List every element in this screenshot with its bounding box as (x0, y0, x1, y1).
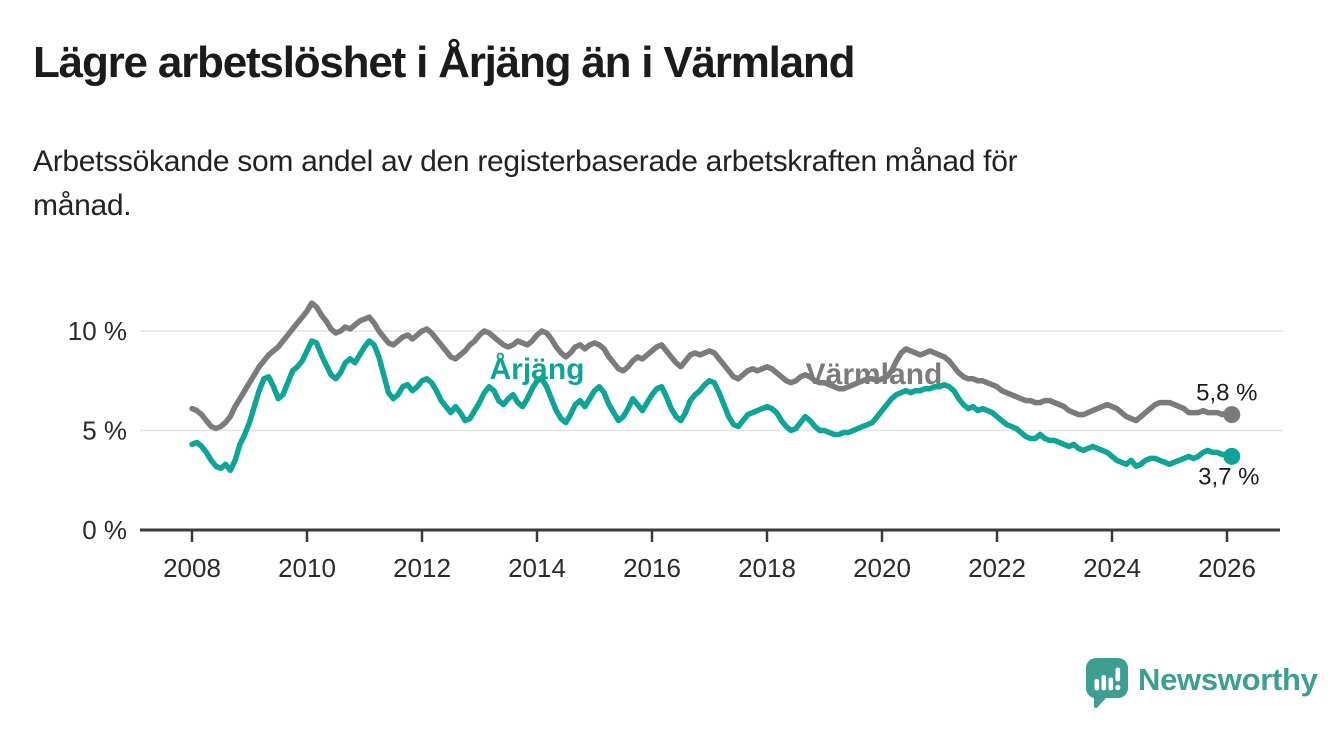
x-axis-tick-label: 2014 (508, 553, 566, 583)
x-axis-tick-label: 2012 (393, 553, 451, 583)
x-axis-tick-label: 2008 (163, 553, 221, 583)
x-axis-tick-label: 2026 (1198, 553, 1256, 583)
x-axis-tick-label: 2010 (278, 553, 336, 583)
x-axis-tick-label: 2018 (738, 553, 796, 583)
series-end-value-label-arjang: 3,7 % (1198, 463, 1259, 490)
x-axis-tick-label: 2016 (623, 553, 681, 583)
x-axis-tick-label: 2022 (968, 553, 1026, 583)
series-end-dot-varmland (1223, 406, 1241, 424)
x-axis-tick-label: 2024 (1083, 553, 1141, 583)
chart-subtitle-line-1: Arbetssökande som andel av den registerb… (33, 145, 1018, 178)
chart-subtitle-line-2: månad. (33, 189, 132, 222)
newsworthy-logo-text: Newsworthy (1138, 662, 1318, 697)
series-line-arjang (189, 338, 1235, 474)
series-end-value-label-varmland: 5,8 % (1196, 380, 1257, 407)
series-end-dot-arjang (1223, 447, 1241, 465)
series-label-varmland: Värmland (806, 358, 943, 391)
y-axis-tick-label: 10 % (68, 316, 127, 346)
chart-subtitle: Arbetssökande som andel av den registerb… (33, 140, 1018, 228)
y-axis-tick-label: 5 % (82, 416, 127, 446)
x-axis-tick-label: 2020 (853, 553, 911, 583)
y-axis-tick-label: 0 % (82, 515, 127, 545)
newsworthy-chart-bubble-icon (1086, 658, 1128, 709)
series-label-arjang: Årjäng (489, 353, 584, 386)
series-line-varmland (189, 300, 1235, 432)
newsworthy-logo: Newsworthy (1086, 656, 1318, 709)
chart-title: Lägre arbetslöshet i Årjäng än i Värmlan… (33, 38, 855, 87)
